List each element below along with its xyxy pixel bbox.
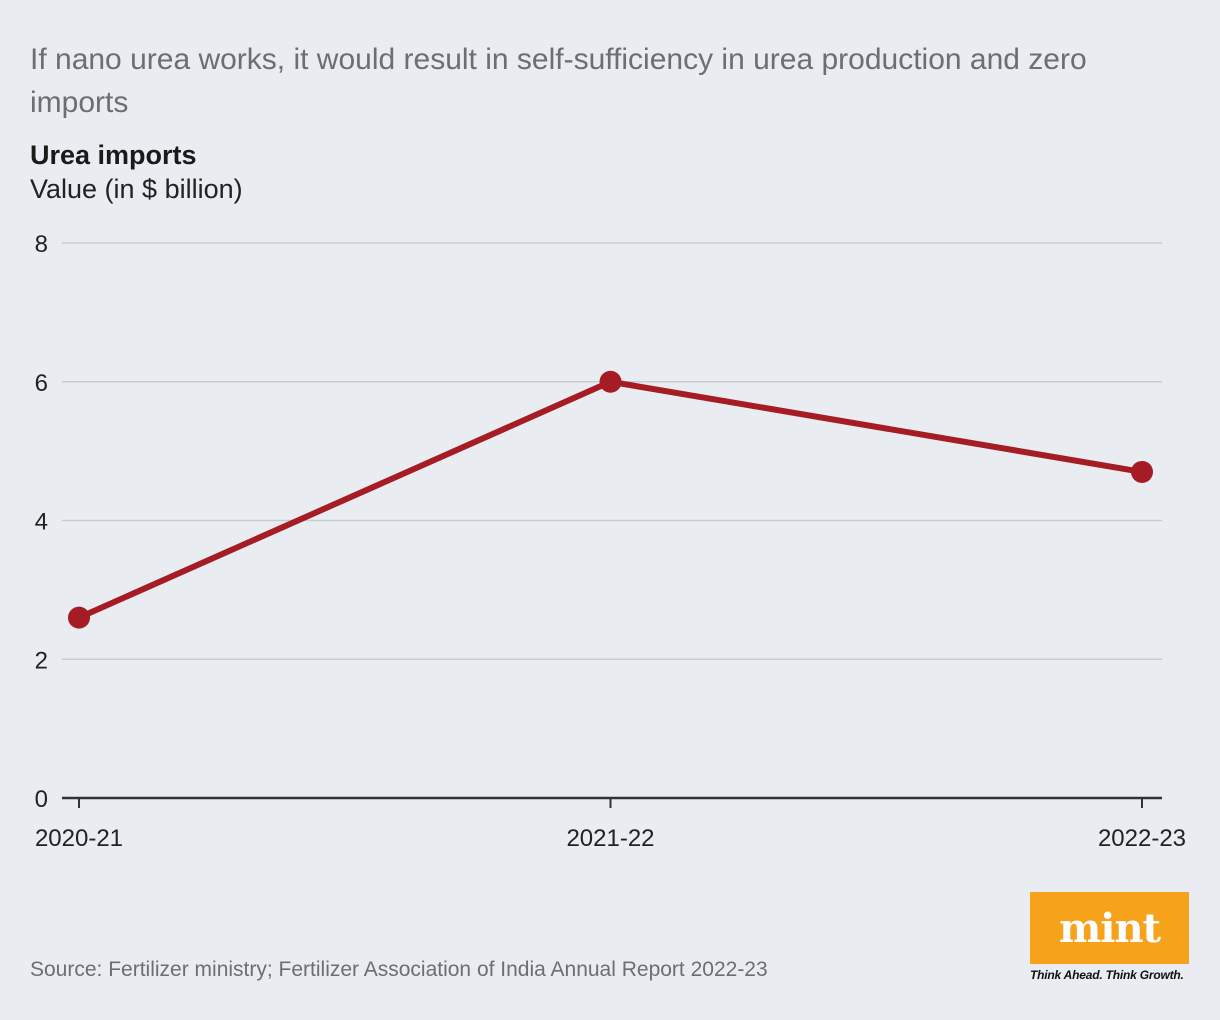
logo-wordmark: mint — [1058, 904, 1161, 952]
y-tick-label: 8 — [35, 231, 48, 258]
data-point — [1131, 460, 1153, 483]
y-tick-label: 6 — [35, 370, 48, 397]
headline: If nano urea works, it would result in s… — [30, 43, 1087, 119]
x-tick-label: 2022-23 — [1098, 825, 1186, 852]
data-point — [599, 370, 622, 393]
chart-subtitle: Value (in $ billion) — [30, 174, 243, 204]
y-tick-label: 4 — [35, 509, 48, 536]
y-tick-label: 2 — [35, 647, 48, 674]
x-tick-label: 2021-22 — [566, 825, 654, 852]
data-point — [68, 606, 90, 629]
logo-tagline: Think Ahead. Think Growth. — [1030, 968, 1184, 982]
y-tick-label: 0 — [35, 786, 48, 813]
chart-title: Urea imports — [30, 140, 197, 170]
series-line — [76, 378, 1145, 621]
mint-logo: mint — [1030, 892, 1189, 964]
source-note: Source: Fertilizer ministry; Fertilizer … — [30, 958, 768, 981]
x-tick-label: 2020-21 — [35, 825, 123, 852]
